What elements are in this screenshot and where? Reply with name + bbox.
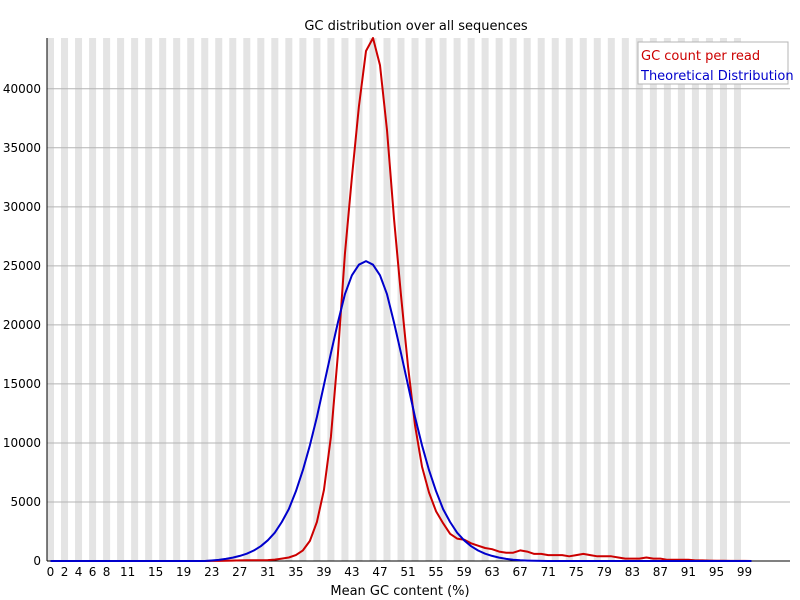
band (691, 38, 699, 561)
band (523, 38, 531, 561)
band (159, 38, 167, 561)
x-tick-label: 27 (232, 565, 247, 579)
y-tick-labels: 0 5000 10000 15000 20000 25000 30000 35000 40000 (3, 82, 41, 568)
y-tick-label: 30000 (3, 200, 41, 214)
band (649, 38, 657, 561)
band (453, 38, 461, 561)
band (215, 38, 223, 561)
x-tick-label: 15 (148, 565, 163, 579)
band (201, 38, 209, 561)
x-tick-label: 23 (204, 565, 219, 579)
band (677, 38, 685, 561)
y-tick-label: 15000 (3, 377, 41, 391)
x-tick-label: 67 (513, 565, 528, 579)
series-lines (50, 37, 752, 562)
series-line-theoretical (50, 260, 752, 562)
band (355, 38, 363, 561)
chart-title: GC distribution over all sequences (304, 19, 528, 34)
x-axis-label: Mean GC content (%) (330, 584, 469, 599)
band (593, 38, 601, 561)
x-tick-label: 35 (288, 565, 303, 579)
band (551, 38, 559, 561)
band (425, 38, 433, 561)
x-tick-label: 2 (61, 565, 69, 579)
x-tick-label: 6 (89, 565, 97, 579)
band (635, 38, 643, 561)
y-tick-label: 25000 (3, 259, 41, 273)
x-tick-label: 4 (75, 565, 83, 579)
x-tick-label: 43 (344, 565, 359, 579)
band (467, 38, 475, 561)
x-tick-label: 91 (681, 565, 696, 579)
band (719, 38, 727, 561)
band (733, 38, 741, 561)
y-tick-label: 35000 (3, 141, 41, 155)
band (565, 38, 573, 561)
y-tick-label: 10000 (3, 436, 41, 450)
x-tick-label: 87 (653, 565, 668, 579)
x-tick-label: 51 (400, 565, 415, 579)
band (383, 38, 391, 561)
legend: GC count per read Theoretical Distributi… (637, 41, 794, 85)
x-tick-label: 47 (372, 565, 387, 579)
band (299, 38, 307, 561)
x-tick-label: 75 (569, 565, 584, 579)
band (607, 38, 615, 561)
x-tick-label: 59 (456, 565, 471, 579)
band (663, 38, 671, 561)
x-tick-label: 63 (484, 565, 499, 579)
band (481, 38, 489, 561)
band (621, 38, 629, 561)
legend-box (637, 41, 789, 85)
band (579, 38, 587, 561)
x-tick-label: 19 (176, 565, 191, 579)
band (705, 38, 713, 561)
x-tick-label: 83 (625, 565, 640, 579)
x-tick-label: 39 (316, 565, 331, 579)
legend-gc-count: GC count per read (641, 49, 760, 64)
y-tick-label: 0 (33, 554, 41, 568)
x-tick-label: 11 (120, 565, 135, 579)
band (117, 38, 125, 561)
legend-theoretical: Theoretical Distribution (640, 69, 794, 84)
x-tick-label: 8 (103, 565, 111, 579)
band (369, 38, 377, 561)
band (243, 38, 251, 561)
band (439, 38, 447, 561)
x-tick-label: 71 (541, 565, 556, 579)
band (411, 38, 419, 561)
band (537, 38, 545, 561)
x-tick-label: 31 (260, 565, 275, 579)
band (47, 38, 55, 561)
band (229, 38, 237, 561)
band (173, 38, 181, 561)
band (495, 38, 503, 561)
band (285, 38, 293, 561)
band (509, 38, 517, 561)
x-tick-label: 99 (737, 565, 752, 579)
band (313, 38, 321, 561)
band (257, 38, 265, 561)
band (103, 38, 111, 561)
y-tick-label: 5000 (10, 495, 41, 509)
band (187, 38, 195, 561)
vertical-bands (47, 38, 741, 561)
band (75, 38, 83, 561)
band (341, 38, 349, 561)
band (327, 38, 335, 561)
y-tick-label: 40000 (3, 82, 41, 96)
y-tick-label: 20000 (3, 318, 41, 332)
x-tick-labels: 0 2 4 6 8 11 15 19 23 27 31 35 39 43 47 51 55 59 63 67 71 75 7… (47, 565, 752, 579)
band (271, 38, 279, 561)
x-tick-label: 0 (47, 565, 55, 579)
x-tick-label: 55 (428, 565, 443, 579)
band (131, 38, 139, 561)
x-tick-label: 95 (709, 565, 724, 579)
band (145, 38, 153, 561)
x-tick-label: 79 (597, 565, 612, 579)
band (89, 38, 97, 561)
band (61, 38, 69, 561)
